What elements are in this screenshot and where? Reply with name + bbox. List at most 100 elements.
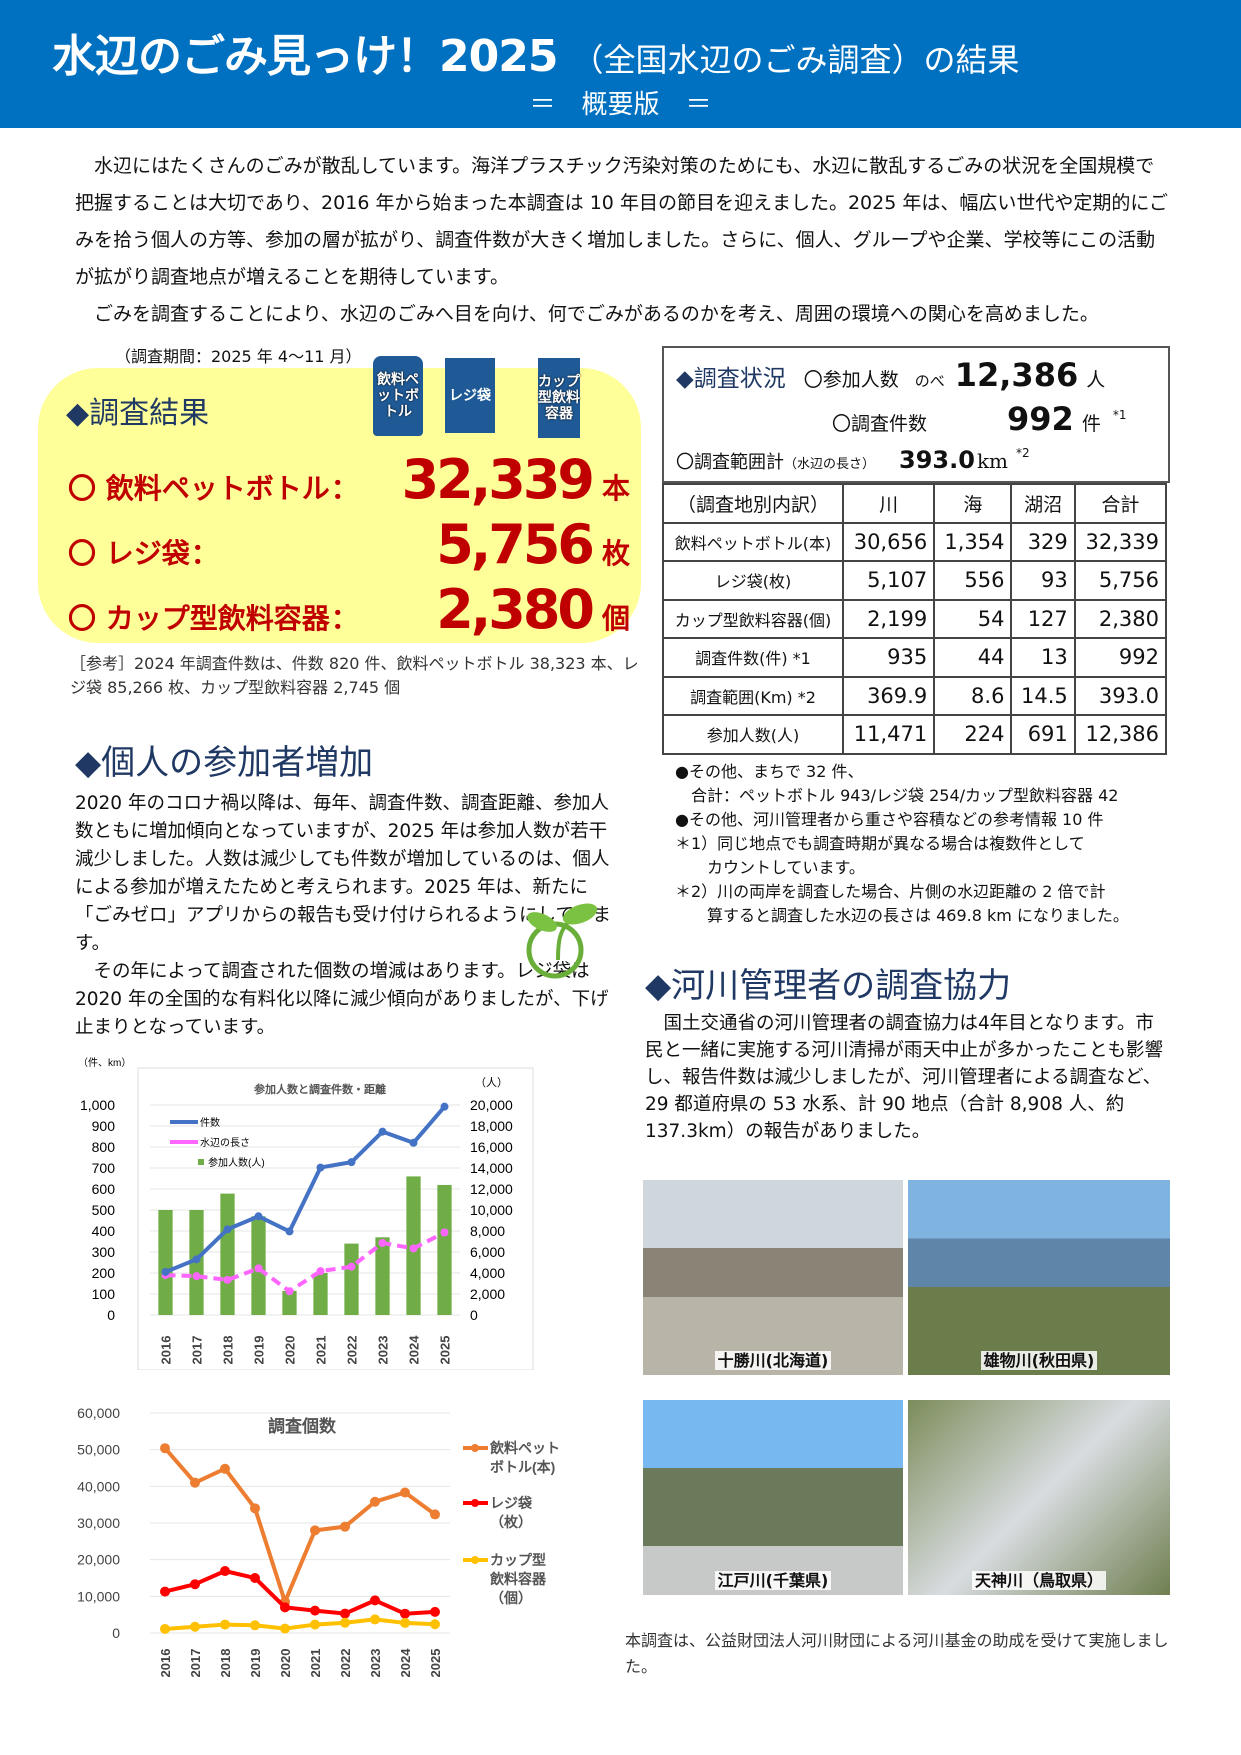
range-unit: km [976, 449, 1009, 473]
y-tick-left: 500 [92, 1202, 116, 1218]
y-tick-right: 18,000 [470, 1118, 513, 1134]
individual-heading: ◆個人の参加者増加 [75, 743, 374, 783]
y-tick-right: 0 [470, 1307, 478, 1323]
table-cell: 海 [933, 483, 1013, 524]
y-tick-left: 700 [92, 1160, 116, 1176]
range-sub: （水辺の長さ） [784, 457, 876, 472]
participants-label: 〇参加人数 [803, 369, 899, 391]
data-point [409, 1244, 418, 1253]
data-point [192, 1272, 201, 1281]
photo-caption: 雄物川(秋田県) [980, 1351, 1098, 1370]
x-tick: 2017 [188, 1649, 203, 1678]
status-heading: ◆調査状況 [676, 366, 786, 392]
funding-note: 本調査は、公益財団法人河川財団による河川基金の助成を受けて実施しました。 [625, 1631, 1169, 1676]
data-point [400, 1487, 410, 1498]
x-tick: 2017 [190, 1336, 205, 1365]
photo-omono: 雄物川(秋田県) [908, 1180, 1170, 1375]
bar [437, 1184, 452, 1315]
status-line-participants: ◆調査状況 〇参加人数 のべ 12,386 人 [676, 356, 1105, 394]
footnotes: ●その他、まちで 32 件、 合計：ペットボトル 943/レジ袋 254/カップ… [675, 760, 1175, 928]
participants-unit: 人 [1086, 369, 1106, 391]
legend-marker [471, 1556, 479, 1564]
intro-paragraph: ごみを調査することにより、水辺のごみへ目を向け、何でごみがあるのかを考え、周囲の… [94, 303, 1099, 325]
y-tick-left: 900 [92, 1118, 116, 1134]
data-point [160, 1623, 170, 1634]
table-cell: 30,656 [841, 521, 936, 562]
photo-edo: 江戸川(千葉県) [643, 1400, 903, 1595]
cup-container-icon: カップ型飲料容器 [538, 358, 580, 438]
table-cell: 369.9 [841, 675, 936, 716]
data-point [220, 1566, 230, 1577]
x-tick: 2018 [221, 1336, 236, 1365]
y-tick-left: 800 [92, 1139, 116, 1155]
note: ＊1）同じ地点でも調査時期が異なる場合は複数件として [675, 834, 1085, 853]
data-point [347, 1262, 356, 1271]
data-point [378, 1238, 387, 1247]
note: ●その他、まちで 32 件、 [675, 762, 864, 781]
x-tick: 2018 [218, 1649, 233, 1678]
range-footnote: *2 [1016, 446, 1030, 460]
y-tick-left: 300 [92, 1244, 116, 1260]
data-point [250, 1573, 260, 1583]
river-heading: ◆河川管理者の調査協力 [645, 966, 1012, 1006]
table-cell: 1,354 [933, 521, 1013, 562]
pet-bottle-icon: 飲料ペットボトル [373, 356, 423, 436]
table-row: 参加人数(人) 11,471 224 691 12,386 [662, 714, 1168, 755]
range-value: 393.0 [899, 446, 975, 474]
data-point [280, 1602, 290, 1613]
legend-swatch [198, 1159, 204, 1165]
x-tick: 2021 [308, 1649, 323, 1678]
legend-label: 件数 [200, 1116, 220, 1129]
data-point [192, 1255, 201, 1264]
y-tick-right: 4,000 [470, 1265, 505, 1281]
data-point [340, 1608, 350, 1619]
table-cell: カップ型飲料容器(個) [662, 598, 844, 639]
data-point [161, 1267, 170, 1276]
data-point [378, 1127, 387, 1136]
data-point [254, 1264, 263, 1273]
data-point [316, 1267, 325, 1276]
result-unit: 枚 [601, 537, 630, 570]
series-line [164, 1568, 436, 1616]
series-line [165, 1230, 446, 1294]
x-tick: 2025 [428, 1649, 443, 1678]
table-row: カップ型飲料容器(個) 2,199 54 127 2,380 [662, 598, 1168, 639]
series-line [163, 1446, 437, 1608]
status-box: ◆調査状況 〇参加人数 のべ 12,386 人 〇調査件数 992 件 *1 〇… [662, 346, 1170, 483]
table-cell: 393.0 [1073, 675, 1168, 716]
y-tick-left: 0 [107, 1307, 115, 1323]
data-point [250, 1620, 260, 1631]
legend-label: 飲料容器 [489, 1571, 547, 1587]
data-point [370, 1595, 380, 1606]
y-tick-left: 200 [92, 1265, 116, 1281]
table-cell: 合計 [1073, 483, 1168, 524]
data-point [190, 1477, 200, 1488]
result-value: 5,756 [436, 513, 595, 576]
data-point [310, 1525, 320, 1536]
y-tick-right: 16,000 [470, 1139, 513, 1155]
y-tick-right: 14,000 [470, 1160, 513, 1176]
y-tick-left: 600 [92, 1181, 116, 1197]
y-axis-label-left: （件、km） [78, 1057, 131, 1069]
x-tick: 2024 [407, 1335, 422, 1365]
data-point [285, 1227, 294, 1236]
photo-caption: 十勝川(北海道) [714, 1351, 832, 1370]
series-line [164, 1617, 436, 1631]
range-label: 〇調査範囲計 [676, 452, 784, 473]
colon: ： [330, 602, 359, 635]
data-point [223, 1225, 232, 1234]
surveys-footnote: *1 [1112, 408, 1127, 422]
legend-label: 水辺の長さ [200, 1137, 250, 1149]
page-title-sub: （全国水辺のごみ調査）の結果 [571, 41, 1020, 79]
results-box: ◆調査結果 飲料ペットボトル レジ袋 カップ型飲料容器 〇 飲料ペットボトル： 3… [38, 356, 641, 643]
cup-container-icon-label: カップ型飲料容器 [538, 374, 580, 422]
table-cell: 556 [933, 560, 1013, 601]
data-point [400, 1617, 410, 1628]
table-row: 飲料ペットボトル(本) 30,656 1,354 329 32,339 [662, 521, 1168, 562]
x-tick: 2019 [248, 1649, 263, 1678]
intro-text: 水辺にはたくさんのごみが散乱しています。海洋プラスチック汚染対策のためにも、水辺… [75, 148, 1170, 333]
data-point [430, 1606, 440, 1617]
data-point [430, 1509, 440, 1520]
table-cell: 8.6 [933, 675, 1013, 716]
table-cell: 2,199 [841, 598, 936, 639]
